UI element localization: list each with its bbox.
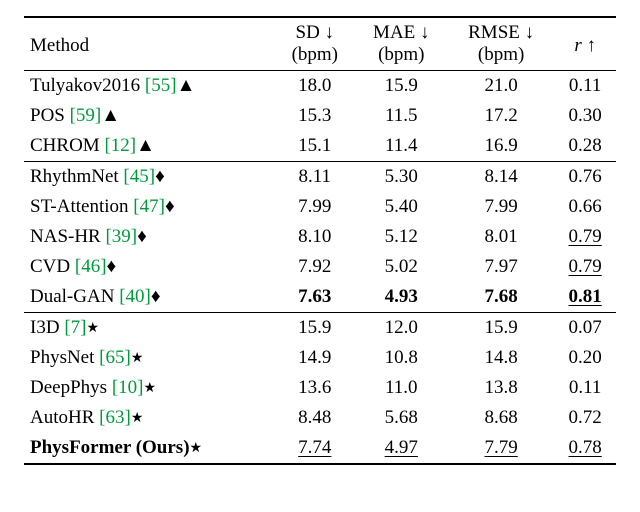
mae-cell: 4.97 [355, 433, 448, 464]
rmse-cell: 15.9 [448, 313, 554, 344]
mae-cell: 11.0 [355, 373, 448, 403]
r-cell: 0.11 [554, 373, 616, 403]
r-cell: 0.66 [554, 192, 616, 222]
col-rmse: RMSE ↓ [448, 17, 554, 44]
mae-cell: 5.12 [355, 222, 448, 252]
mae-cell: 5.02 [355, 252, 448, 282]
sd-cell: 8.48 [275, 403, 355, 433]
rmse-cell: 8.14 [448, 162, 554, 193]
r-cell: 0.11 [554, 71, 616, 102]
sd-cell: 8.10 [275, 222, 355, 252]
r-cell: 0.30 [554, 101, 616, 131]
method-cell: POS [59]▲ [24, 101, 275, 131]
rmse-cell: 7.79 [448, 433, 554, 464]
rmse-cell: 7.97 [448, 252, 554, 282]
method-cell: CHROM [12]▲ [24, 131, 275, 162]
method-cell: Tulyakov2016 [55]▲ [24, 71, 275, 102]
method-cell: Dual-GAN [40]♦ [24, 282, 275, 313]
r-cell: 0.72 [554, 403, 616, 433]
sd-cell: 14.9 [275, 343, 355, 373]
col-sd: SD ↓ [275, 17, 355, 44]
rmse-cell: 13.8 [448, 373, 554, 403]
method-cell: AutoHR [63]★ [24, 403, 275, 433]
rmse-cell: 16.9 [448, 131, 554, 162]
sd-cell: 8.11 [275, 162, 355, 193]
sd-cell: 7.99 [275, 192, 355, 222]
method-cell: ST-Attention [47]♦ [24, 192, 275, 222]
rmse-cell: 8.01 [448, 222, 554, 252]
method-cell: PhysFormer (Ours)★ [24, 433, 275, 464]
method-cell: RhythmNet [45]♦ [24, 162, 275, 193]
col-method: Method [24, 17, 275, 71]
rmse-cell: 21.0 [448, 71, 554, 102]
sd-cell: 15.3 [275, 101, 355, 131]
sd-cell: 7.63 [275, 282, 355, 313]
mae-cell: 12.0 [355, 313, 448, 344]
col-mae: MAE ↓ [355, 17, 448, 44]
method-cell: NAS-HR [39]♦ [24, 222, 275, 252]
sd-cell: 18.0 [275, 71, 355, 102]
r-cell: 0.81 [554, 282, 616, 313]
sd-cell: 7.74 [275, 433, 355, 464]
col-r: r ↑ [554, 17, 616, 71]
rmse-cell: 7.68 [448, 282, 554, 313]
rmse-cell: 14.8 [448, 343, 554, 373]
mae-cell: 10.8 [355, 343, 448, 373]
sd-cell: 15.1 [275, 131, 355, 162]
r-cell: 0.07 [554, 313, 616, 344]
sd-cell: 15.9 [275, 313, 355, 344]
r-cell: 0.28 [554, 131, 616, 162]
mae-cell: 4.93 [355, 282, 448, 313]
method-cell: PhysNet [65]★ [24, 343, 275, 373]
sd-cell: 13.6 [275, 373, 355, 403]
r-cell: 0.20 [554, 343, 616, 373]
method-cell: I3D [7]★ [24, 313, 275, 344]
method-cell: DeepPhys [10]★ [24, 373, 275, 403]
rmse-cell: 7.99 [448, 192, 554, 222]
r-cell: 0.79 [554, 252, 616, 282]
sd-cell: 7.92 [275, 252, 355, 282]
rmse-cell: 8.68 [448, 403, 554, 433]
mae-cell: 5.30 [355, 162, 448, 193]
mae-cell: 5.68 [355, 403, 448, 433]
method-cell: CVD [46]♦ [24, 252, 275, 282]
r-cell: 0.78 [554, 433, 616, 464]
r-cell: 0.76 [554, 162, 616, 193]
mae-cell: 11.4 [355, 131, 448, 162]
mae-cell: 5.40 [355, 192, 448, 222]
mae-cell: 15.9 [355, 71, 448, 102]
mae-cell: 11.5 [355, 101, 448, 131]
results-table: MethodSD ↓MAE ↓RMSE ↓r ↑(bpm)(bpm)(bpm)T… [24, 16, 616, 465]
r-cell: 0.79 [554, 222, 616, 252]
rmse-cell: 17.2 [448, 101, 554, 131]
